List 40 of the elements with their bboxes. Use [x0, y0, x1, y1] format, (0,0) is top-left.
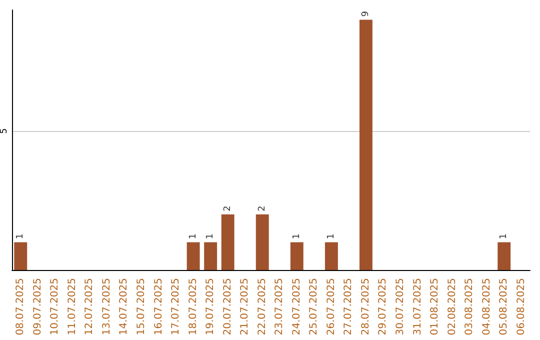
x-tick-label: 14.07.2025 [118, 278, 130, 336]
x-tick-label: 27.07.2025 [343, 278, 354, 336]
data-label: 1 [499, 233, 510, 240]
x-tick-label: 24.07.2025 [291, 278, 302, 336]
x-tick-label: 12.07.2025 [84, 278, 96, 336]
x-tick-label: 10.07.2025 [50, 278, 61, 336]
data-label: 2 [222, 206, 233, 212]
data-label: 2 [257, 206, 268, 212]
data-label: 1 [188, 233, 198, 240]
data-label: 1 [16, 233, 26, 240]
x-tick-label: 17.07.2025 [170, 278, 182, 336]
x-tick-label: 13.07.2025 [101, 278, 112, 336]
x-tick-label: 01.08.2025 [430, 278, 441, 336]
data-label: 9 [360, 10, 371, 17]
data-label: 1 [292, 233, 302, 240]
x-tick-label: 25.07.2025 [308, 278, 320, 336]
x-tick-label: 22.07.2025 [256, 278, 268, 336]
x-tick-label: 16.07.2025 [153, 278, 164, 336]
data-label: 1 [206, 233, 216, 240]
x-tick-label: 04.08.2025 [481, 278, 492, 336]
x-tick-label: 21.07.2025 [240, 278, 251, 336]
x-tick-label: 18.07.2025 [188, 278, 199, 336]
x-tick-label: 30.07.2025 [395, 278, 406, 336]
y-tick-label: 5 [0, 128, 10, 134]
x-tick-label: 05.08.2025 [498, 278, 510, 336]
x-tick-label: 23.07.2025 [274, 278, 286, 336]
x-tick-label: 19.07.2025 [205, 278, 216, 336]
x-tick-label: 29.07.2025 [378, 278, 389, 336]
x-tick-label: 03.08.2025 [464, 278, 476, 336]
x-tick-label: 09.07.2025 [32, 278, 44, 336]
x-tick-label: 06.08.2025 [516, 278, 527, 336]
x-tick-label: 11.07.2025 [66, 278, 78, 336]
x-tick-label: 28.07.2025 [360, 278, 372, 336]
x-tick-label: 15.07.2025 [136, 278, 147, 336]
x-tick-label: 02.08.2025 [446, 278, 458, 336]
x-tick-label: 08.07.2025 [15, 278, 26, 336]
x-tick-label: 31.07.2025 [412, 278, 424, 336]
x-tick-label: 20.07.2025 [222, 278, 234, 336]
data-label: 1 [326, 233, 336, 240]
x-tick-label: 26.07.2025 [326, 278, 337, 336]
